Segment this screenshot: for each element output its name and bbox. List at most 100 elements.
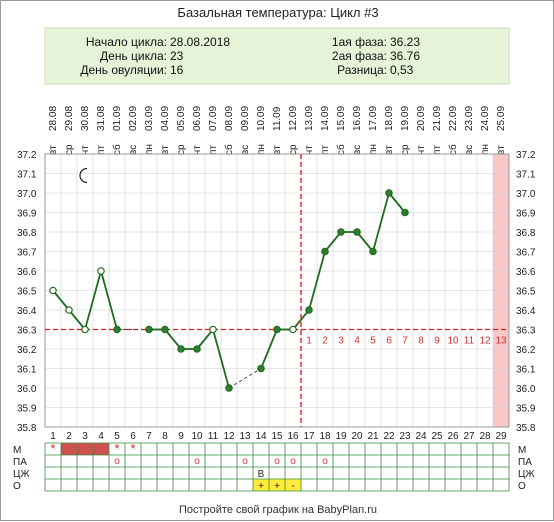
day-number: 26 bbox=[447, 431, 459, 442]
temperature-point bbox=[289, 325, 297, 334]
row-label-left: М bbox=[13, 445, 21, 456]
date-label: 24.09 bbox=[480, 106, 491, 131]
o-fill-cell bbox=[269, 479, 285, 491]
temperature-point bbox=[161, 325, 169, 334]
m-fill-cell bbox=[93, 443, 109, 455]
temperature-point bbox=[369, 247, 377, 256]
date-label: 14.09 bbox=[320, 106, 331, 131]
y-tick-right: 36.5 bbox=[516, 287, 536, 298]
date-label: 31.08 bbox=[96, 106, 107, 131]
row-label-right: О bbox=[518, 481, 526, 492]
day-number: 10 bbox=[191, 431, 203, 442]
date-label: 04.09 bbox=[160, 106, 171, 131]
day-number: 5 bbox=[114, 431, 120, 442]
temperature-segment bbox=[196, 328, 214, 350]
post-ovulation-number: 1 bbox=[306, 336, 312, 347]
info-right-value: 0,53 bbox=[390, 63, 414, 77]
date-label: 18.09 bbox=[384, 106, 395, 131]
y-tick-left: 35.8 bbox=[17, 423, 37, 434]
post-ovulation-number: 13 bbox=[495, 336, 507, 347]
day-number: 22 bbox=[383, 431, 395, 442]
weekday-label: вс bbox=[128, 145, 139, 155]
day-number: 27 bbox=[463, 431, 475, 442]
footer-text: Постройте свой график на BabyPlan.ru bbox=[179, 504, 377, 516]
m-star-mark: * bbox=[50, 441, 55, 456]
temperature-segment bbox=[260, 329, 278, 369]
temperature-point bbox=[401, 208, 409, 217]
post-ovulation-number: 5 bbox=[370, 336, 376, 347]
date-label: 16.09 bbox=[352, 106, 363, 131]
date-label: 13.09 bbox=[304, 106, 315, 131]
temperature-segment bbox=[100, 270, 118, 330]
day-number: 19 bbox=[335, 431, 347, 442]
weekday-label: пн bbox=[144, 144, 155, 155]
y-tick-right: 37.0 bbox=[516, 189, 536, 200]
temperature-point bbox=[209, 325, 217, 334]
post-ovulation-number: 8 bbox=[418, 336, 424, 347]
m-star-mark: * bbox=[114, 441, 119, 456]
pa-mark: o bbox=[194, 456, 200, 467]
y-tick-right: 36.6 bbox=[516, 267, 536, 278]
m-fill-cell bbox=[77, 443, 93, 455]
weekday-label: вт bbox=[160, 145, 171, 155]
day-number: 8 bbox=[162, 431, 168, 442]
weekday-label: вт bbox=[496, 145, 507, 155]
day-number: 3 bbox=[82, 431, 88, 442]
weekday-label: чт bbox=[304, 145, 315, 155]
info-left-value: 23 bbox=[170, 49, 184, 63]
temperature-segment bbox=[388, 192, 406, 214]
post-ovulation-number: 2 bbox=[322, 336, 328, 347]
pa-mark: o bbox=[290, 456, 296, 467]
day-number: 16 bbox=[287, 431, 299, 442]
y-tick-right: 35.9 bbox=[516, 404, 536, 415]
o-mark: + bbox=[274, 481, 280, 492]
date-label: 03.09 bbox=[144, 106, 155, 131]
temperature-point bbox=[225, 384, 233, 392]
weekday-label: пт bbox=[208, 145, 219, 155]
weekday-label: вт bbox=[272, 145, 283, 155]
row-label-right: ПА bbox=[518, 457, 532, 468]
weekday-label: пн bbox=[480, 144, 491, 155]
temperature-point bbox=[97, 267, 105, 275]
m-star-mark: * bbox=[130, 441, 135, 456]
y-tick-left: 36.0 bbox=[17, 384, 37, 395]
weekday-label: сб bbox=[223, 144, 235, 155]
date-label: 28.08 bbox=[48, 106, 59, 131]
info-box bbox=[44, 27, 510, 85]
temperature-point bbox=[49, 286, 57, 295]
y-tick-right: 36.2 bbox=[516, 345, 536, 356]
weekday-label: вт bbox=[384, 145, 395, 155]
date-label: 06.09 bbox=[192, 106, 203, 131]
date-label: 20.09 bbox=[416, 106, 427, 131]
info-right-value: 36.76 bbox=[390, 49, 420, 63]
temperature-segment bbox=[68, 309, 86, 331]
day-number: 14 bbox=[255, 431, 267, 442]
info-right-label: 1ая фаза: bbox=[332, 35, 387, 49]
y-tick-right: 35.8 bbox=[516, 423, 536, 434]
o-fill-cell bbox=[285, 479, 301, 491]
day-number: 13 bbox=[239, 431, 251, 442]
weekday-label: вс bbox=[240, 145, 251, 155]
pa-mark: o bbox=[322, 456, 328, 467]
y-tick-left: 36.1 bbox=[17, 365, 37, 376]
weekday-label: пт bbox=[432, 145, 443, 155]
y-tick-left: 36.9 bbox=[17, 209, 37, 220]
weekday-label: сб bbox=[447, 144, 459, 155]
weekday-label: вс bbox=[464, 145, 475, 155]
weekday-label: ср bbox=[176, 144, 187, 155]
temperature-segment bbox=[372, 192, 390, 252]
info-left-label: День овуляции: bbox=[80, 63, 167, 77]
weekday-label: чт bbox=[192, 145, 203, 155]
y-tick-left: 35.9 bbox=[17, 404, 37, 415]
o-mark: + bbox=[258, 481, 264, 492]
day-number: 25 bbox=[431, 431, 443, 442]
row-label-left: ЦЖ bbox=[13, 469, 30, 480]
weekday-label: пт bbox=[320, 145, 331, 155]
row-label-right: ЦЖ bbox=[518, 469, 535, 480]
y-tick-right: 36.9 bbox=[516, 209, 536, 220]
temperature-segment bbox=[308, 251, 326, 311]
date-label: 12.09 bbox=[288, 106, 299, 131]
chart-title: Базальная температура: Цикл #3 bbox=[177, 5, 378, 20]
date-label: 01.09 bbox=[112, 106, 123, 131]
date-label: 07.09 bbox=[208, 106, 219, 131]
